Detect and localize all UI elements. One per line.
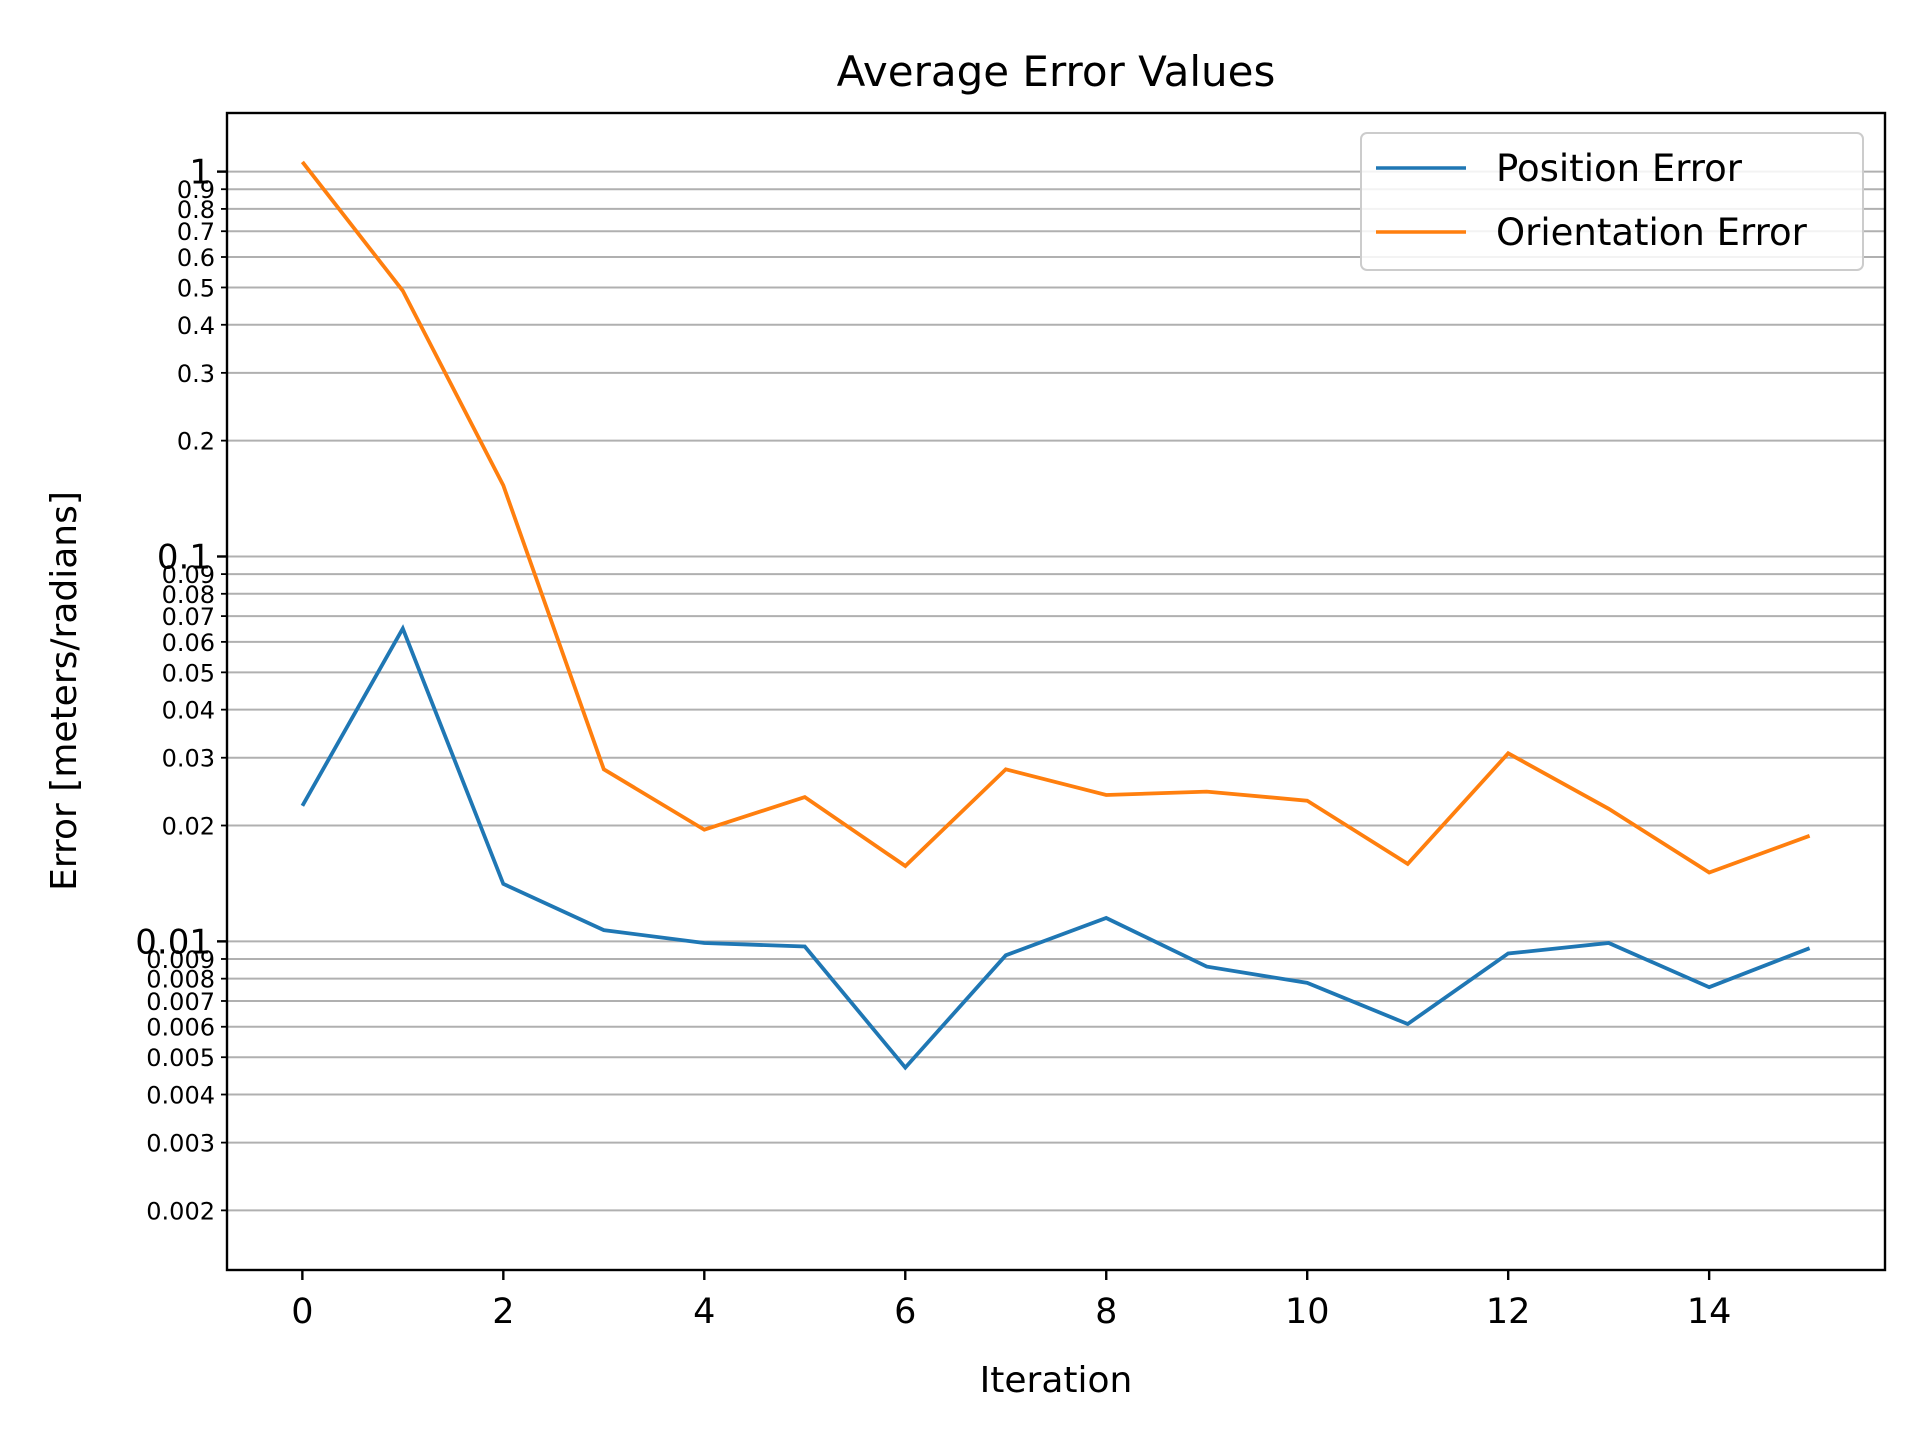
legend-label-position-error: Position Error — [1496, 147, 1743, 190]
series-lines — [300, 160, 1811, 1071]
y-tick-label-minor: 0.05 — [162, 659, 215, 687]
x-tick-label: 12 — [1486, 1292, 1531, 1332]
x-axis-ticks: 0 2 4 6 8 10 12 14 — [291, 1270, 1731, 1332]
series-line-position-error — [300, 624, 1811, 1071]
y-tick-label-minor: 0.2 — [177, 428, 215, 456]
y-tick-label-minor: 0.005 — [146, 1044, 215, 1072]
y-tick-label-minor: 0.3 — [177, 360, 215, 388]
y-tick-label-minor: 0.006 — [146, 1014, 215, 1042]
series-line-orientation-error — [300, 160, 1811, 875]
y-tick-label-minor: 0.003 — [146, 1130, 215, 1158]
grid-lines — [227, 170, 1885, 1212]
legend-label-orientation-error: Orientation Error — [1496, 211, 1808, 254]
y-tick-label-major: 0.01 — [135, 922, 211, 962]
x-tick-label: 14 — [1687, 1292, 1732, 1332]
y-axis-label: Error [meters/radians] — [44, 491, 85, 891]
y-tick-label-minor: 0.008 — [146, 966, 215, 994]
chart-title: Average Error Values — [837, 47, 1276, 96]
legend-box — [1360, 132, 1864, 271]
y-tick-label-minor: 0.7 — [177, 218, 215, 246]
legend: Position Error Orientation Error — [1360, 132, 1864, 271]
y-tick-label-minor: 0.08 — [162, 581, 215, 609]
plot-frame — [225, 111, 1887, 1272]
x-tick-label: 6 — [894, 1292, 916, 1332]
y-tick-label-minor: 0.09 — [162, 561, 215, 589]
y-tick-label-minor: 0.5 — [177, 274, 215, 302]
x-tick-label: 0 — [291, 1292, 313, 1332]
x-tick-label: 10 — [1285, 1292, 1330, 1332]
y-tick-label-minor: 0.02 — [162, 813, 215, 841]
x-axis-label: Iteration — [980, 1360, 1133, 1401]
y-tick-label-major: 0.1 — [157, 537, 211, 577]
x-tick-label: 2 — [492, 1292, 514, 1332]
y-tick-label-minor: 0.007 — [146, 988, 215, 1016]
y-tick-label-minor: 0.8 — [177, 196, 215, 224]
y-tick-label-minor: 0.4 — [177, 312, 215, 340]
x-tick-label: 4 — [693, 1292, 715, 1332]
y-tick-label-major: 1 — [189, 153, 211, 193]
y-tick-label-minor: 0.002 — [146, 1197, 215, 1225]
x-tick-label: 8 — [1095, 1292, 1117, 1332]
y-tick-label-minor: 0.06 — [162, 629, 215, 657]
y-axis-ticks: 0.002 0.003 0.004 0.0050.0060.0070.0080.009… — [135, 153, 227, 1225]
y-tick-label-minor: 0.03 — [162, 745, 215, 773]
y-tick-label-minor: 0.6 — [177, 244, 215, 272]
y-tick-label-minor: 0.9 — [177, 176, 215, 204]
y-tick-label-minor: 0.04 — [162, 697, 215, 725]
y-tick-label-minor: 0.004 — [146, 1082, 215, 1110]
y-tick-label-minor: 0.07 — [162, 603, 215, 631]
y-tick-label-minor: 0.009 — [146, 946, 215, 974]
